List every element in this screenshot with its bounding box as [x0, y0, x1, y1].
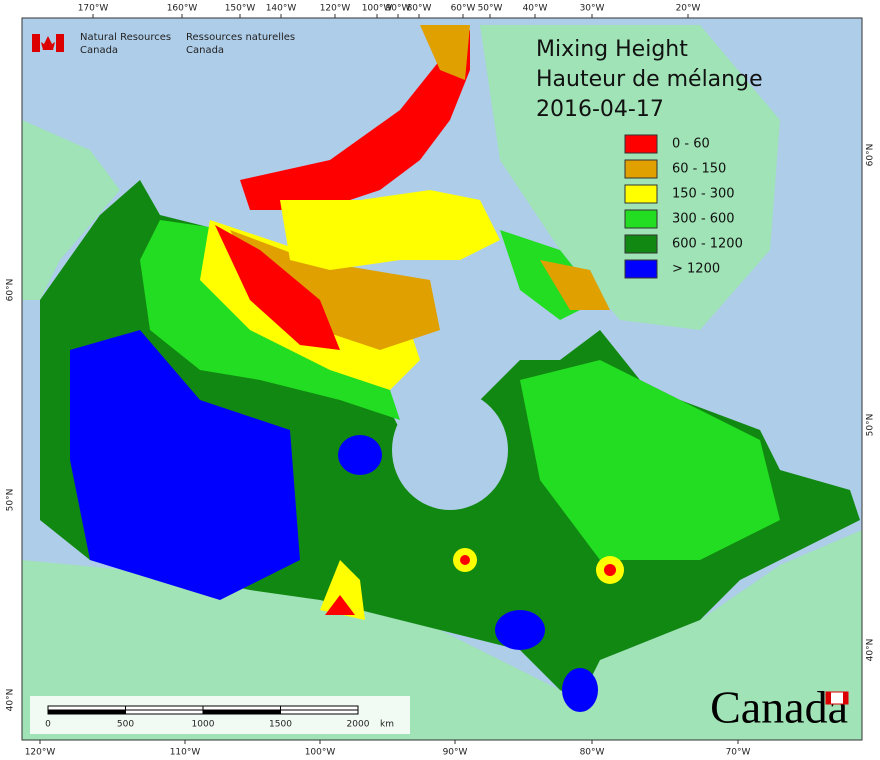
graticule-label: 170°W: [78, 4, 109, 14]
scale-segment: [280, 709, 359, 715]
scale-segment: [125, 709, 204, 715]
scale-label: 0: [45, 720, 51, 730]
scale-segment: [47, 709, 126, 715]
zone-orange: [230, 230, 440, 350]
legend-swatch: [624, 234, 658, 254]
scale-segment: [202, 705, 281, 711]
legend-swatch: [624, 134, 658, 154]
hudson-bay: [392, 390, 508, 510]
legend: 0 - 60 60 - 150 150 - 300 300 - 600 600 - 12…: [624, 134, 743, 279]
logo-text: Canada: [186, 45, 224, 56]
scale-segment: [202, 709, 281, 715]
zone-red: [325, 595, 355, 615]
legend-swatch: [624, 159, 658, 179]
scale-bar: 0 500 1000 1500 2000 km: [30, 696, 410, 734]
zone-green: [520, 360, 780, 560]
graticule-label: 50°W: [478, 4, 503, 14]
legend-label: 60 - 150: [672, 162, 726, 177]
graticule-label: 60°W: [451, 4, 476, 14]
legend-swatch: [624, 184, 658, 204]
legend-label: > 1200: [672, 262, 720, 277]
graticule-label: 50°N: [6, 489, 16, 512]
graticule-label: 40°N: [6, 689, 16, 712]
graticule-label: 100°W: [362, 4, 393, 14]
legend-label: 150 - 300: [672, 187, 735, 202]
baffin: [540, 260, 610, 310]
graticule-label: 80°W: [407, 4, 432, 14]
zone-red: [215, 225, 340, 350]
scale-label: 1000: [192, 720, 215, 730]
graticule-label: 90°W: [386, 4, 411, 14]
alaska: [22, 120, 120, 300]
graticule-label: 100°W: [305, 748, 336, 758]
title: Hauteur de mélange: [536, 67, 763, 92]
wordmark: Canada: [710, 682, 848, 733]
graticule-label: 40°W: [523, 4, 548, 14]
legend-label: 300 - 600: [672, 212, 735, 227]
logo: Natural Resources Canada Ressources natu…: [32, 32, 295, 56]
title: Mixing Height: [536, 37, 688, 62]
graticule-label: 110°W: [170, 748, 201, 758]
zone-blue: [495, 610, 545, 650]
usa: [22, 530, 862, 740]
graticule: 170°W 160°W 150°W 140°W 120°W 100°W90°W80°W 60…: [6, 4, 876, 758]
zone-blue: [70, 330, 300, 600]
logo-text: Canada: [80, 45, 118, 56]
scale-unit: km: [380, 720, 394, 730]
logo-text: Ressources naturelles: [186, 32, 295, 43]
graticule-label: 120°W: [25, 748, 56, 758]
scale-label: 2000: [347, 720, 370, 730]
scale-segment: [47, 705, 126, 711]
graticule-label: 120°W: [320, 4, 351, 14]
graticule-label: 140°W: [266, 4, 297, 14]
graticule-label: 90°W: [443, 748, 468, 758]
graticule-label: 20°W: [676, 4, 701, 14]
scale-label: 500: [117, 720, 134, 730]
scale-segment: [125, 705, 204, 711]
legend-swatch: [624, 259, 658, 279]
scale-label: 1500: [269, 720, 292, 730]
arctic-islands: [240, 30, 470, 210]
legend-label: 600 - 1200: [672, 237, 743, 252]
zone-blue: [338, 435, 382, 475]
graticule-label: 150°W: [225, 4, 256, 14]
legend-label: 0 - 60: [672, 137, 710, 152]
graticule-label: 30°W: [580, 4, 605, 14]
map-body: [22, 18, 862, 740]
scale-bg: [30, 696, 410, 734]
graticule-label: 50°N: [866, 414, 876, 437]
arctic-islands: [420, 25, 470, 80]
title: 2016-04-17: [536, 97, 664, 122]
graticule-label: 70°W: [726, 748, 751, 758]
zone-blue: [562, 668, 598, 712]
legend-swatch: [624, 209, 658, 229]
graticule-label: 60°N: [866, 144, 876, 167]
graticule-label: 80°W: [580, 748, 605, 758]
logo-text: Natural Resources: [80, 32, 171, 43]
graticule-label: 60°N: [6, 279, 16, 302]
arctic-islands: [280, 190, 500, 270]
zone-yellow: [320, 560, 365, 620]
graticule-label: 40°N: [866, 639, 876, 662]
scale-segment: [280, 705, 359, 711]
frame: [21, 17, 863, 741]
graticule-label: 160°W: [167, 4, 198, 14]
